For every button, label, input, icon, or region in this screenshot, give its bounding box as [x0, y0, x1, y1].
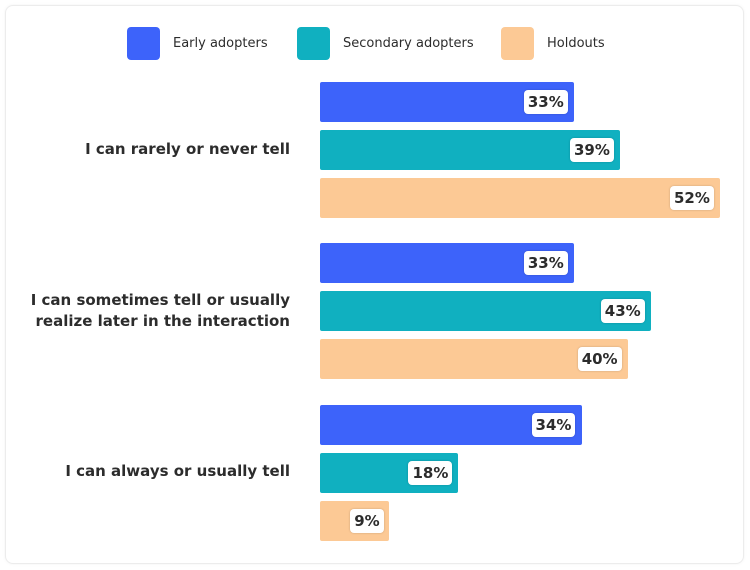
bar: [320, 339, 628, 379]
bar: [320, 178, 720, 218]
data-label: 40%: [577, 347, 622, 371]
category-label: I can sometimes tell or usually realize …: [30, 291, 290, 330]
legend-swatch: [297, 27, 330, 60]
legend-item: Holdouts: [501, 27, 605, 60]
data-label: 33%: [523, 251, 568, 275]
data-label: 52%: [670, 186, 714, 210]
data-label: 9%: [350, 509, 384, 533]
legend-label: Early adopters: [173, 36, 268, 51]
legend-item: Secondary adopters: [297, 27, 474, 60]
legend-swatch: [501, 27, 534, 60]
legend-label: Secondary adopters: [343, 36, 474, 51]
data-label: 43%: [600, 299, 645, 323]
legend-label: Holdouts: [547, 36, 605, 51]
category-label: I can rarely or never tell: [85, 140, 290, 158]
bar: [320, 291, 651, 331]
data-label: 18%: [408, 461, 453, 485]
legend-swatch: [127, 27, 160, 60]
data-label: 34%: [531, 413, 576, 437]
legend-item: Early adopters: [127, 27, 268, 60]
data-label: 39%: [570, 138, 614, 162]
category-label: I can always or usually tell: [65, 462, 290, 480]
data-label: 33%: [523, 90, 568, 114]
